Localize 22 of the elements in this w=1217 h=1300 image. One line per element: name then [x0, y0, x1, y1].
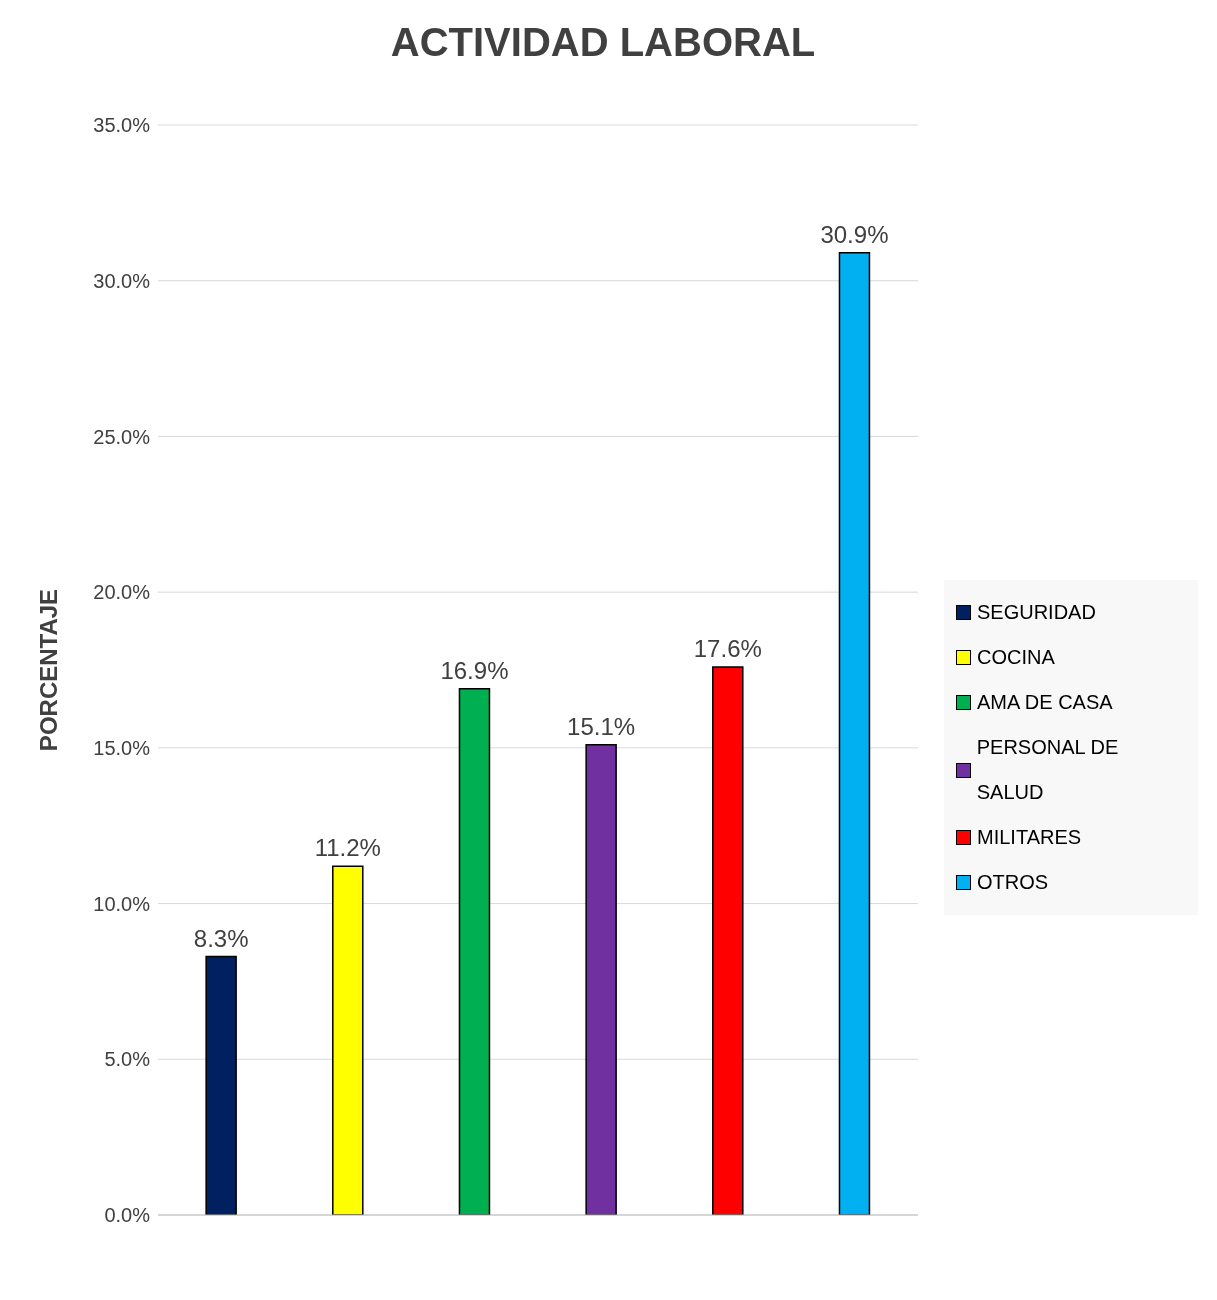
- legend-label: AMA DE CASA: [977, 690, 1113, 715]
- data-label: 17.6%: [693, 634, 762, 662]
- y-tick-label: 5.0%: [104, 1048, 151, 1071]
- legend-label: COCINA: [977, 645, 1055, 670]
- legend-label: OTROS: [977, 870, 1049, 895]
- data-label: 8.3%: [193, 924, 249, 952]
- data-label: 30.9%: [820, 220, 889, 248]
- data-label: 15.1%: [567, 712, 636, 740]
- y-tick-label: 25.0%: [93, 425, 151, 448]
- y-tick-label: 35.0%: [93, 114, 151, 137]
- y-tick-label: 30.0%: [93, 269, 151, 292]
- data-label: 11.2%: [314, 834, 381, 862]
- chart-title: ACTIVIDAD LABORAL: [389, 20, 817, 65]
- data-label: 16.9%: [440, 656, 509, 684]
- y-tick-label: 10.0%: [93, 892, 151, 915]
- legend-label: SEGURIDAD: [977, 600, 1096, 625]
- y-tick-label: 15.0%: [93, 736, 151, 759]
- y-tick-label: 20.0%: [93, 581, 151, 604]
- y-axis-title: PORCENTAJE: [34, 588, 62, 752]
- y-tick-label: 0.0%: [104, 1204, 151, 1227]
- legend-label: PERSONAL DE SALUD: [976, 735, 1120, 805]
- legend-label: MILITARES: [977, 825, 1082, 850]
